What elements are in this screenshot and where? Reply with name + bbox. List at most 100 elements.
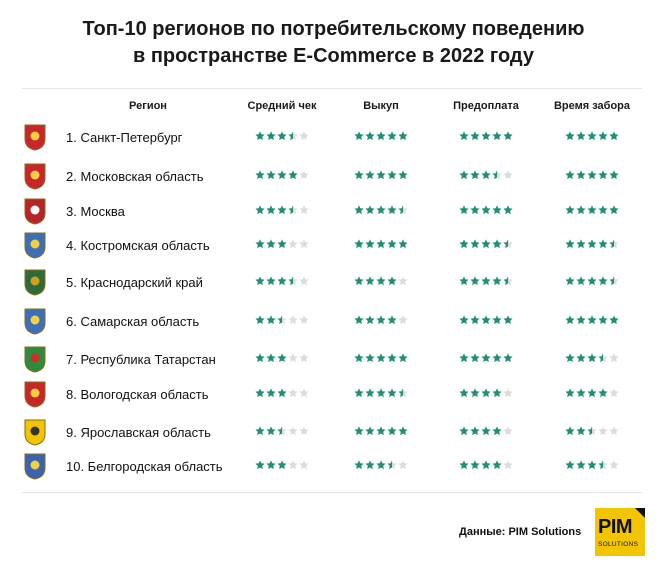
star-empty (398, 276, 408, 286)
star-rating (459, 276, 513, 286)
star-full (387, 276, 397, 286)
star-empty (299, 170, 309, 180)
star-full (565, 239, 575, 249)
star-half (598, 353, 608, 363)
table-row: 8. Вологодская область (0, 380, 667, 410)
star-rating (354, 426, 408, 436)
star-empty (503, 388, 513, 398)
star-full (266, 239, 276, 249)
star-full (398, 353, 408, 363)
star-full (266, 353, 276, 363)
star-full (277, 353, 287, 363)
star-full (481, 388, 491, 398)
star-empty (609, 388, 619, 398)
star-half (387, 460, 397, 470)
star-rating (565, 315, 619, 325)
region-name: 1. Санкт-Петербург (66, 130, 183, 145)
chart-title: Топ-10 регионов по потребительскому пове… (0, 16, 667, 70)
star-full (277, 239, 287, 249)
star-rating (459, 315, 513, 325)
region-name: 9. Ярославская область (66, 425, 211, 440)
region-name: 4. Костромская область (66, 238, 210, 253)
star-full (376, 239, 386, 249)
star-full (609, 170, 619, 180)
star-full (492, 205, 502, 215)
star-full (288, 170, 298, 180)
star-empty (503, 426, 513, 436)
star-full (255, 315, 265, 325)
top-divider (22, 88, 642, 89)
star-full (565, 460, 575, 470)
star-full (266, 388, 276, 398)
star-full (354, 239, 364, 249)
star-full (565, 353, 575, 363)
star-rating (565, 205, 619, 215)
star-full (565, 131, 575, 141)
title-line-1: Топ-10 регионов по потребительскому пове… (82, 18, 585, 40)
star-full (376, 460, 386, 470)
star-full (459, 315, 469, 325)
star-full (598, 205, 608, 215)
star-full (492, 276, 502, 286)
star-rating (459, 131, 513, 141)
star-empty (299, 426, 309, 436)
star-full (481, 170, 491, 180)
star-rating (565, 388, 619, 398)
star-full (354, 315, 364, 325)
logo-corner-mark (635, 508, 645, 518)
star-full (481, 426, 491, 436)
column-header: Регион (129, 100, 167, 112)
star-empty (299, 315, 309, 325)
kostroma-coat-of-arms-icon (24, 231, 46, 259)
star-full (376, 276, 386, 286)
star-empty (609, 353, 619, 363)
star-full (255, 276, 265, 286)
star-full (481, 131, 491, 141)
star-half (587, 426, 597, 436)
table-row: 6. Самарская область (0, 307, 667, 337)
star-rating (565, 353, 619, 363)
star-full (387, 315, 397, 325)
star-full (587, 131, 597, 141)
table-row: 3. Москва (0, 197, 667, 227)
star-full (576, 353, 586, 363)
star-rating (459, 460, 513, 470)
star-full (565, 426, 575, 436)
star-empty (609, 460, 619, 470)
star-rating (255, 131, 309, 141)
region-name: 7. Республика Татарстан (66, 352, 216, 367)
star-full (598, 131, 608, 141)
star-rating (354, 131, 408, 141)
star-full (266, 205, 276, 215)
star-full (576, 205, 586, 215)
table-row: 9. Ярославская область (0, 418, 667, 448)
star-full (277, 170, 287, 180)
star-full (376, 388, 386, 398)
star-full (576, 315, 586, 325)
region-name: 3. Москва (66, 204, 125, 219)
star-full (587, 239, 597, 249)
star-full (576, 276, 586, 286)
star-full (587, 353, 597, 363)
star-full (387, 170, 397, 180)
star-full (492, 239, 502, 249)
star-rating (459, 239, 513, 249)
star-empty (288, 315, 298, 325)
star-half (492, 170, 502, 180)
star-rating (565, 239, 619, 249)
star-full (459, 276, 469, 286)
star-full (277, 276, 287, 286)
star-full (459, 426, 469, 436)
star-empty (398, 460, 408, 470)
star-rating (354, 460, 408, 470)
yaroslavl-coat-of-arms-icon (24, 418, 46, 446)
star-half (288, 276, 298, 286)
star-empty (299, 276, 309, 286)
star-full (354, 170, 364, 180)
star-full (459, 131, 469, 141)
star-full (354, 205, 364, 215)
star-full (481, 353, 491, 363)
star-full (587, 315, 597, 325)
star-full (266, 131, 276, 141)
star-full (481, 205, 491, 215)
